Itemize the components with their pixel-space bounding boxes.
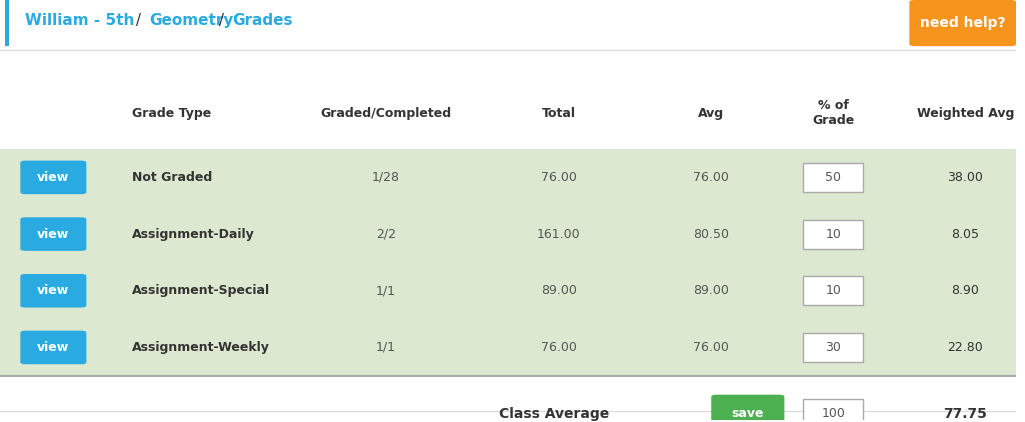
Text: Not Graded: Not Graded <box>132 171 212 184</box>
Text: 100: 100 <box>821 407 845 420</box>
Text: 80.50: 80.50 <box>693 227 729 241</box>
Text: 76.00: 76.00 <box>693 171 729 184</box>
Text: 1/1: 1/1 <box>376 341 396 354</box>
Text: Grade Type: Grade Type <box>132 107 211 120</box>
FancyBboxPatch shape <box>0 262 1016 319</box>
FancyBboxPatch shape <box>20 161 86 194</box>
FancyBboxPatch shape <box>20 331 86 364</box>
Text: % of
Grade: % of Grade <box>812 99 854 127</box>
Text: Total: Total <box>542 107 576 120</box>
Text: 76.00: 76.00 <box>693 341 729 354</box>
Text: 1/1: 1/1 <box>376 284 396 297</box>
Text: 50: 50 <box>825 171 842 184</box>
Text: 89.00: 89.00 <box>693 284 729 297</box>
FancyBboxPatch shape <box>0 376 1016 420</box>
Text: view: view <box>37 171 70 184</box>
Text: 22.80: 22.80 <box>947 341 983 354</box>
FancyBboxPatch shape <box>804 333 863 362</box>
Text: 30: 30 <box>825 341 842 354</box>
Text: 77.75: 77.75 <box>943 406 987 421</box>
FancyBboxPatch shape <box>804 219 863 249</box>
Text: 76.00: 76.00 <box>541 341 577 354</box>
Text: Graded/Completed: Graded/Completed <box>321 107 452 120</box>
Text: 8.05: 8.05 <box>951 227 979 241</box>
FancyBboxPatch shape <box>20 217 86 251</box>
Text: 1/28: 1/28 <box>372 171 400 184</box>
FancyBboxPatch shape <box>909 0 1016 46</box>
FancyBboxPatch shape <box>804 276 863 305</box>
Text: 38.00: 38.00 <box>947 171 983 184</box>
Text: 10: 10 <box>825 284 842 297</box>
Text: 76.00: 76.00 <box>541 171 577 184</box>
Text: Grades: Grades <box>233 13 293 28</box>
Text: view: view <box>37 227 70 241</box>
FancyBboxPatch shape <box>0 319 1016 376</box>
Text: view: view <box>37 341 70 354</box>
Text: Class Average: Class Average <box>499 406 610 421</box>
FancyBboxPatch shape <box>711 395 784 422</box>
Text: view: view <box>37 284 70 297</box>
Text: Assignment-Weekly: Assignment-Weekly <box>132 341 270 354</box>
Text: /: / <box>214 13 230 28</box>
FancyBboxPatch shape <box>0 149 1016 206</box>
FancyBboxPatch shape <box>20 274 86 308</box>
FancyBboxPatch shape <box>804 399 863 422</box>
Text: Weighted Avg: Weighted Avg <box>916 107 1014 120</box>
Text: Assignment-Special: Assignment-Special <box>132 284 271 297</box>
FancyBboxPatch shape <box>0 0 1016 50</box>
Text: save: save <box>732 407 764 420</box>
FancyBboxPatch shape <box>0 206 1016 262</box>
Text: 161.00: 161.00 <box>537 227 580 241</box>
FancyBboxPatch shape <box>804 163 863 192</box>
Text: need help?: need help? <box>919 16 1006 30</box>
Text: Avg: Avg <box>698 107 725 120</box>
Text: Assignment-Daily: Assignment-Daily <box>132 227 255 241</box>
Text: 2/2: 2/2 <box>376 227 396 241</box>
Text: 89.00: 89.00 <box>541 284 577 297</box>
Text: Geometry: Geometry <box>150 13 234 28</box>
Text: 10: 10 <box>825 227 842 241</box>
Text: 8.90: 8.90 <box>951 284 979 297</box>
Text: William - 5th: William - 5th <box>26 13 134 28</box>
Text: /: / <box>131 13 146 28</box>
FancyBboxPatch shape <box>5 0 9 46</box>
